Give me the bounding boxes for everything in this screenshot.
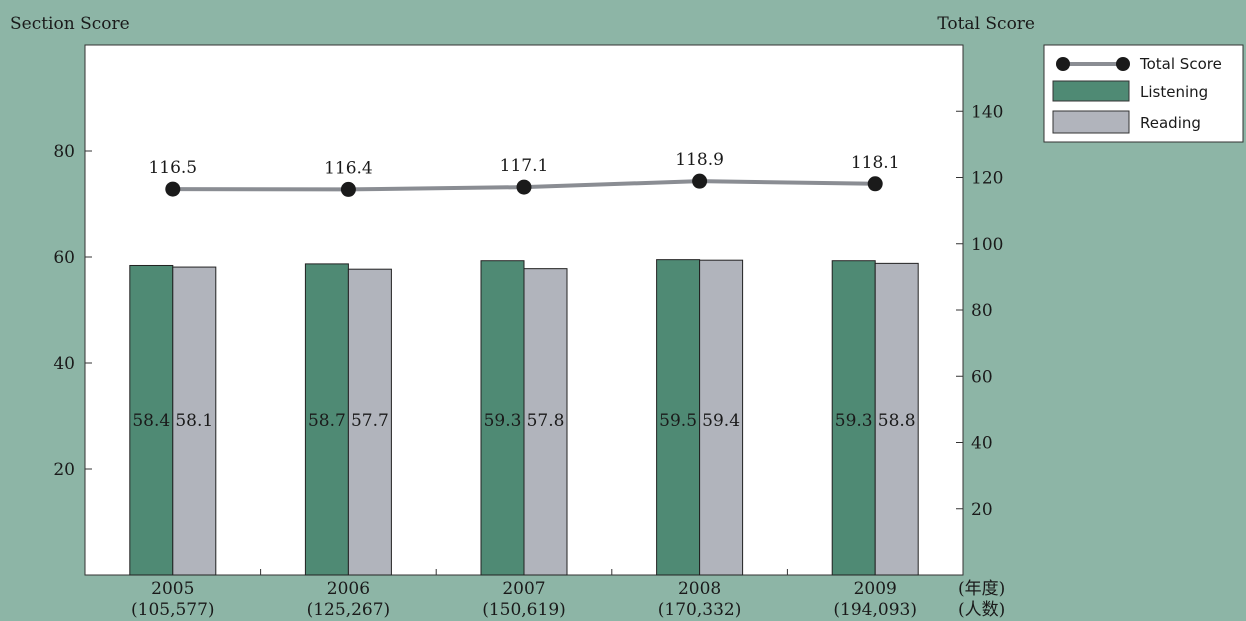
x-count-2009: (194,093)	[833, 600, 917, 620]
bar-reading-2005	[172, 266, 217, 576]
total-score-point-2005	[165, 181, 181, 197]
x-unit-year: (年度)	[958, 579, 1005, 599]
right-axis-title: Total Score	[937, 14, 1035, 34]
legend-listening-swatch	[1052, 80, 1130, 102]
left-axis-title: Section Score	[10, 14, 130, 34]
label-listening-2007: 59.3	[484, 411, 522, 431]
right-tick-label-20: 20	[971, 500, 993, 520]
right-tick-label-120: 120	[971, 169, 1003, 189]
legend: Total Score Listening Reading	[1043, 44, 1244, 143]
bar-listening-2006	[304, 263, 349, 576]
legend-reading-label: Reading	[1140, 114, 1201, 132]
x-count-2008: (170,332)	[658, 600, 742, 620]
legend-total-score-marker-left	[1056, 57, 1070, 71]
legend-total-score-marker-right	[1116, 57, 1130, 71]
x-label-2006: 2006	[327, 579, 370, 599]
x-label-2007: 2007	[502, 579, 545, 599]
x-count-2006: (125,267)	[307, 600, 391, 620]
total-score-label-2007: 117.1	[500, 156, 549, 176]
legend-reading-swatch	[1052, 110, 1130, 134]
x-count-2007: (150,619)	[482, 600, 566, 620]
total-score-label-2006: 116.4	[324, 158, 373, 178]
total-score-label-2009: 118.1	[851, 153, 900, 173]
bar-reading-2006	[347, 268, 392, 576]
x-label-2008: 2008	[678, 579, 721, 599]
total-score-point-2009	[867, 176, 883, 192]
bar-listening-2005	[129, 264, 174, 576]
total-score-label-2008: 118.9	[675, 150, 724, 170]
bar-listening-2009	[831, 260, 876, 576]
x-label-2009: 2009	[854, 579, 897, 599]
left-tick-label-40: 40	[53, 354, 75, 374]
right-tick-label-40: 40	[971, 434, 993, 454]
right-tick-label-100: 100	[971, 235, 1003, 255]
right-tick-label-60: 60	[971, 367, 993, 387]
label-reading-2006: 57.7	[351, 411, 389, 431]
total-score-point-2007	[516, 179, 532, 195]
total-score-point-2006	[340, 181, 356, 197]
bar-reading-2009	[874, 262, 919, 576]
left-tick-label-80: 80	[53, 142, 75, 162]
label-listening-2009: 59.3	[835, 411, 873, 431]
label-reading-2008: 59.4	[702, 411, 740, 431]
bar-reading-2007	[523, 268, 568, 576]
total-score-label-2005: 116.5	[148, 158, 197, 178]
x-count-2005: (105,577)	[131, 600, 215, 620]
right-tick-label-140: 140	[971, 102, 1003, 122]
label-listening-2006: 58.7	[308, 411, 346, 431]
legend-total-score-label: Total Score	[1139, 55, 1222, 73]
bar-listening-2007	[480, 260, 525, 576]
x-axis: 2005(105,577) 2006(125,267) 2007(150,619) 2…	[131, 569, 917, 620]
x-unit-count: (人数)	[958, 600, 1005, 620]
legend-listening-label: Listening	[1140, 83, 1208, 101]
right-axis: 20 40 60 80 100 120 140	[956, 102, 1003, 520]
label-reading-2009: 58.8	[878, 411, 916, 431]
bars-layer: 58.4 58.1 58.7 57.7 59.3 57.8 59.5 59.4 59.3 58.8	[129, 259, 919, 576]
left-tick-label-20: 20	[53, 460, 75, 480]
label-reading-2007: 57.8	[527, 411, 565, 431]
left-tick-label-60: 60	[53, 248, 75, 268]
total-score-point-2008	[692, 173, 708, 189]
left-axis: 20 40 60 80	[53, 142, 92, 480]
label-listening-2005: 58.4	[132, 411, 170, 431]
right-tick-label-80: 80	[971, 301, 993, 321]
label-listening-2008: 59.5	[659, 411, 697, 431]
bar-listening-2008	[656, 259, 701, 576]
total-score-line-layer: 116.5 116.4 117.1 118.9 118.1	[148, 150, 900, 197]
x-label-2005: 2005	[151, 579, 194, 599]
bar-reading-2008	[699, 259, 744, 576]
label-reading-2005: 58.1	[175, 411, 213, 431]
